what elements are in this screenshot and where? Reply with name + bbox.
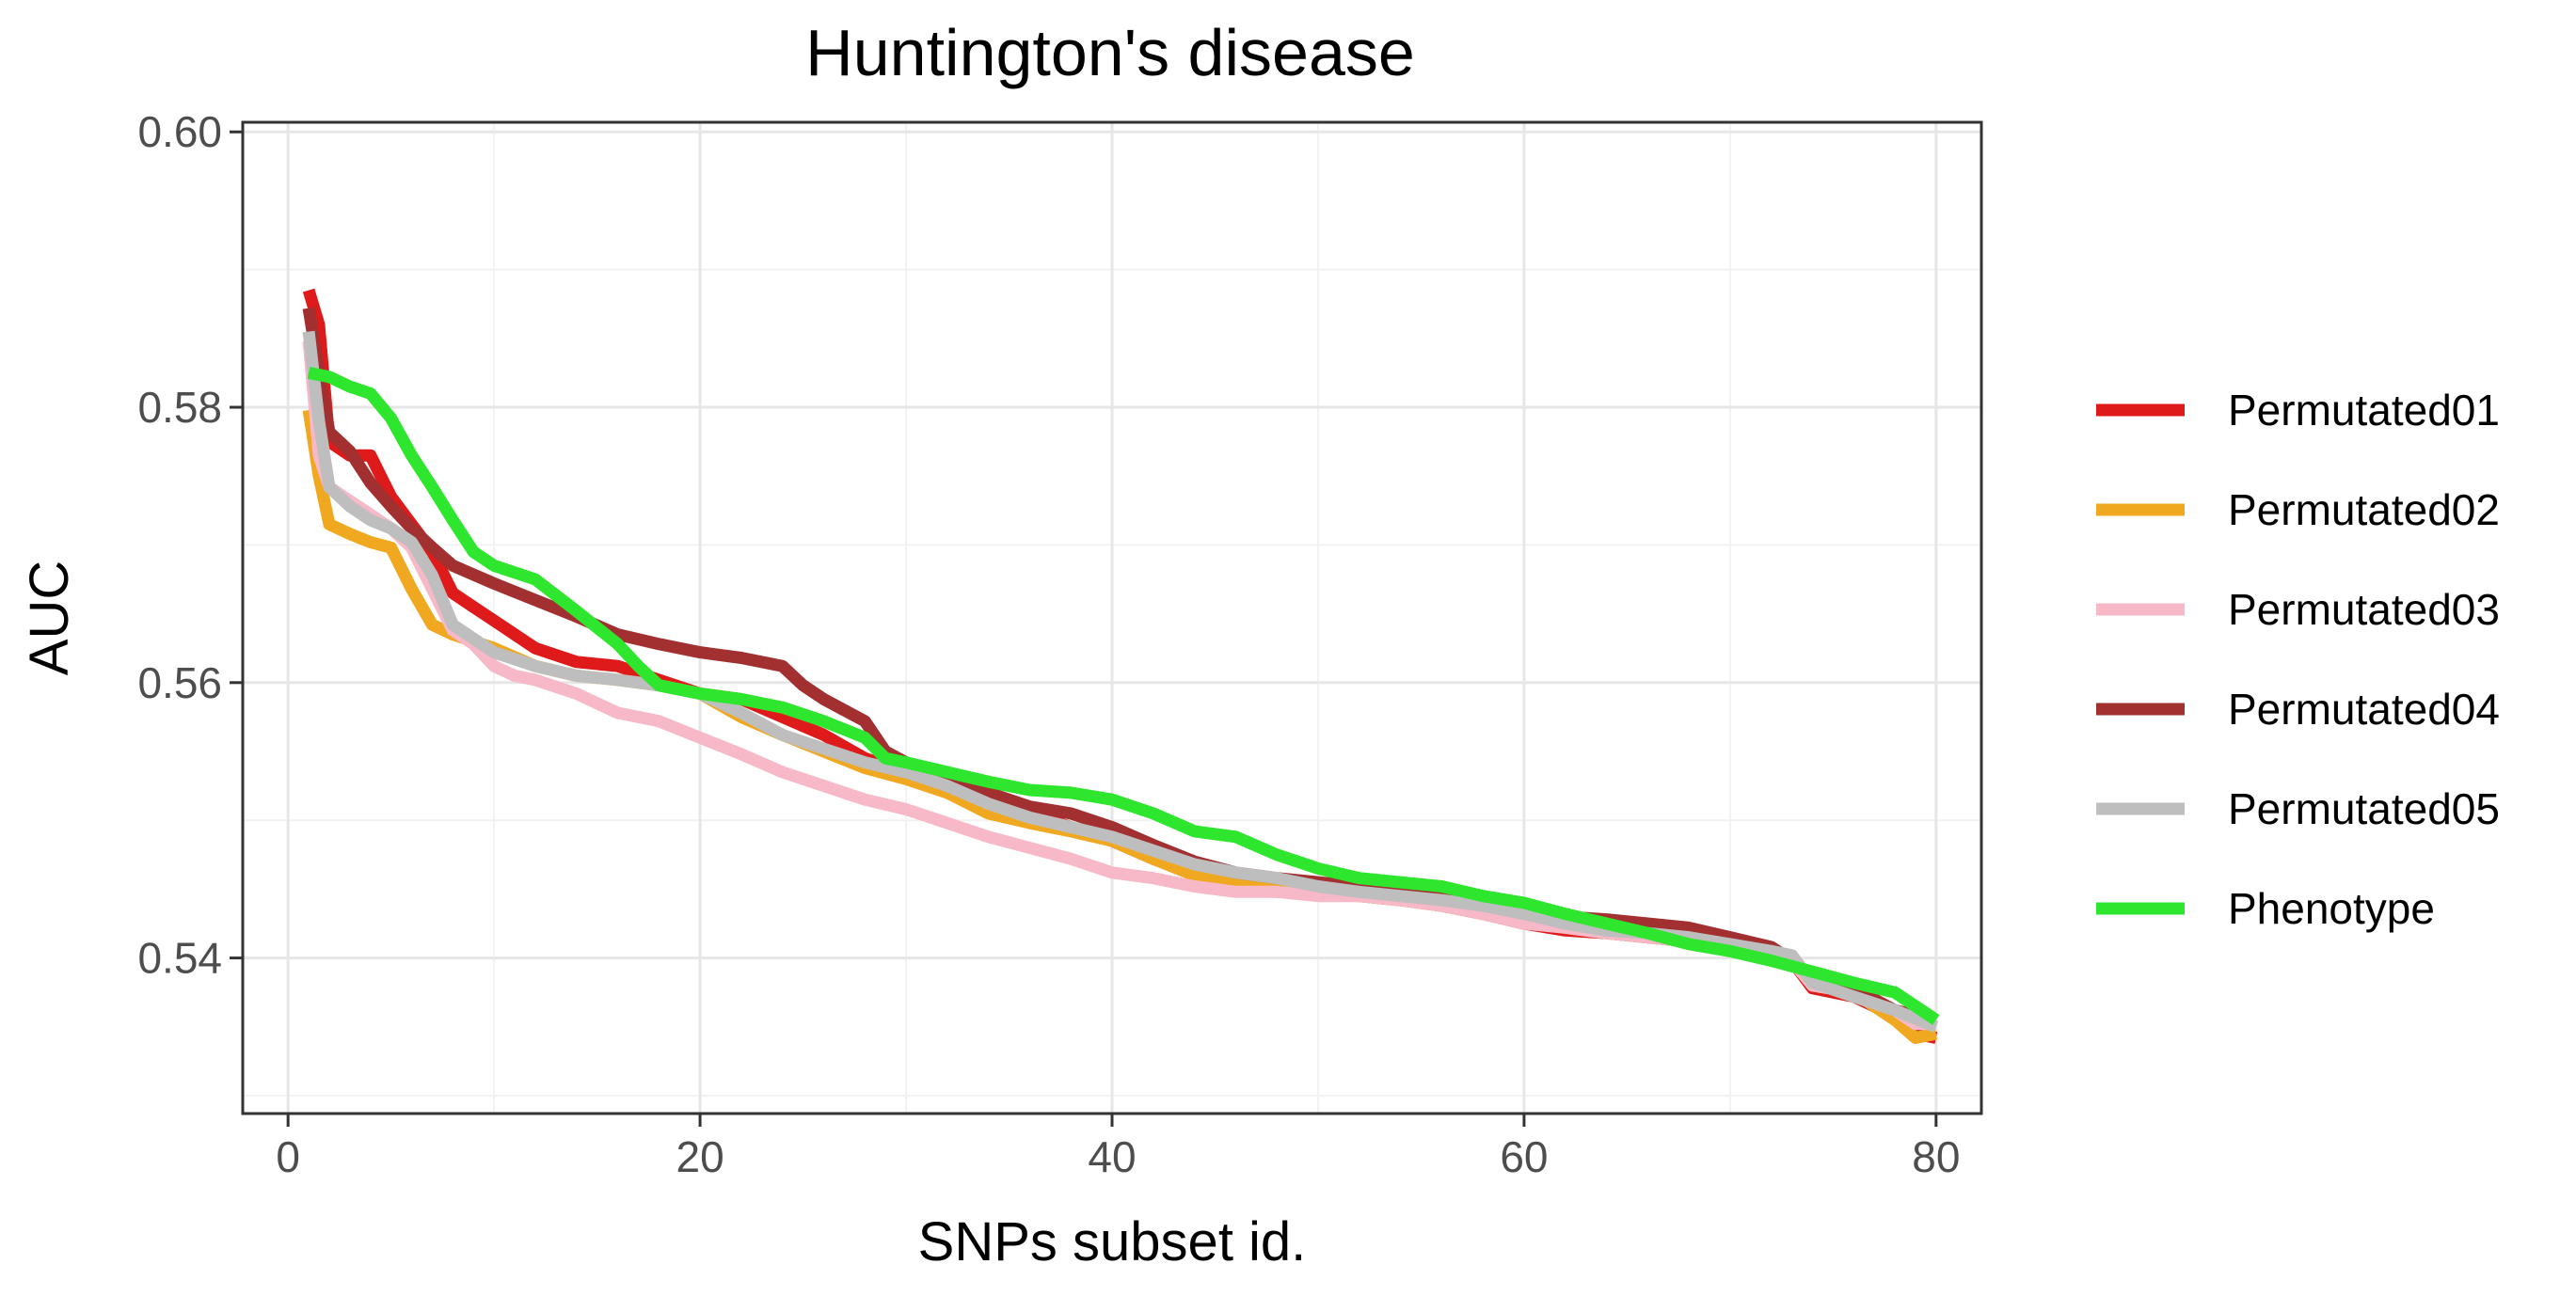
plot-panel: [241, 120, 1983, 1115]
chart-title: Huntington's disease: [805, 16, 1415, 89]
x-tick-label: 60: [1500, 1132, 1548, 1181]
y-axis-title: AUC: [19, 561, 80, 675]
legend-label-permutated05: Permutated05: [2228, 784, 2500, 833]
y-tick-label: 0.58: [137, 383, 222, 432]
series-line-phenotype: [307, 367, 1940, 1025]
legend-label-permutated04: Permutated04: [2228, 685, 2500, 734]
y-tick-label: 0.54: [137, 934, 222, 983]
series-line-permutated04: [302, 307, 1938, 1026]
y-axis: 0.54 0.56 0.58 0.60: [137, 107, 243, 983]
legend-label-phenotype: Phenotype: [2228, 884, 2435, 933]
y-tick-label: 0.56: [137, 658, 222, 707]
y-tick-label: 0.60: [137, 107, 222, 156]
x-tick-label: 20: [676, 1132, 724, 1181]
legend: Permutated01 Permutated02 Permutated03 Perm…: [2096, 386, 2500, 933]
x-tick-label: 0: [276, 1132, 300, 1181]
legend-label-permutated02: Permutated02: [2228, 485, 2500, 534]
legend-label-permutated03: Permutated03: [2228, 585, 2500, 634]
x-tick-label: 80: [1912, 1132, 1960, 1181]
legend-label-permutated01: Permutated01: [2228, 386, 2500, 435]
series-lines: [302, 288, 1940, 1044]
x-axis-title: SNPs subset id.: [918, 1211, 1307, 1272]
x-axis: 0 20 40 60 80: [276, 1114, 1960, 1181]
x-tick-label: 40: [1088, 1132, 1136, 1181]
